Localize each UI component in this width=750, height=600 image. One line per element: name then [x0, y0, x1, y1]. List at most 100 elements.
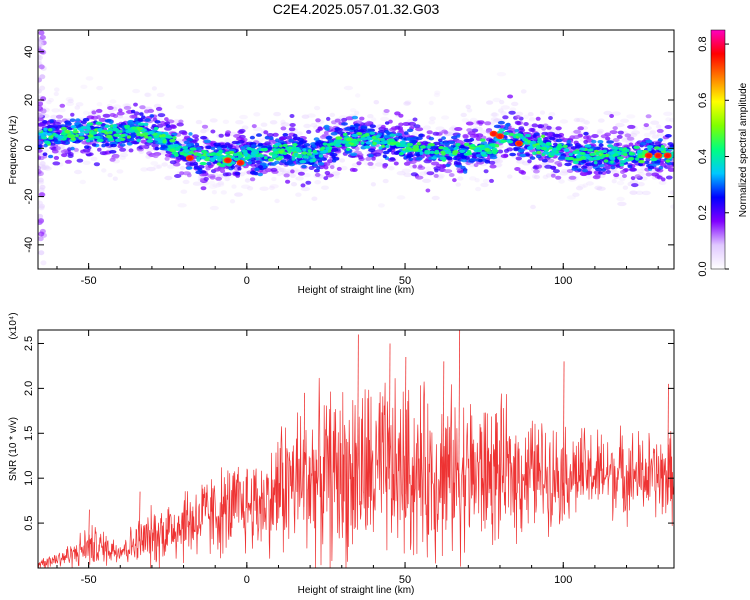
spectrogram-cell [404, 131, 409, 135]
spectrogram-cell [644, 160, 650, 165]
spectrogram-cell [290, 182, 298, 187]
spectrogram-cell [469, 158, 477, 162]
spectrogram-cell [329, 112, 336, 118]
spectrogram-cell [419, 151, 424, 155]
spectrogram-cell [377, 203, 385, 208]
spectrogram-cell [382, 178, 389, 184]
spectrogram-cell [53, 155, 60, 160]
spectrogram-cell [48, 154, 54, 159]
spectrogram-cell [639, 157, 644, 161]
spectrogram-cell [611, 111, 621, 116]
spectrogram-cell [594, 185, 603, 190]
spectrogram-cell [490, 117, 499, 122]
spectrogram-cell [650, 120, 660, 125]
spectrogram-cell [227, 144, 233, 149]
spectrogram-cell [274, 151, 280, 155]
spectrogram-cell [317, 162, 325, 166]
spectrogram-cell [307, 149, 312, 153]
spectrogram-cell [67, 152, 74, 157]
spectrogram-cell [398, 113, 404, 118]
spectrogram-cell [591, 134, 599, 138]
spectrogram-cell [220, 169, 226, 174]
spectrogram-cell [182, 146, 189, 150]
spectrogram-cell [478, 158, 483, 163]
spectrogram-cell [313, 137, 320, 141]
spectrogram-cell [238, 154, 242, 159]
colorbar-tick-label: 0.2 [697, 205, 709, 220]
spectrogram-cell [656, 175, 663, 180]
spectrogram-cell [271, 176, 277, 182]
spectrogram-cell [465, 151, 473, 156]
spectrogram-cell [574, 143, 581, 147]
spectrogram-cell [212, 183, 221, 188]
spectrogram-cell [85, 76, 94, 81]
spectrogram-cell [518, 133, 524, 138]
spectrogram-cell [542, 174, 549, 180]
spectrogram-edge-cell [38, 112, 44, 118]
spectrogram-cell [489, 178, 494, 183]
spectrogram-cell [431, 195, 440, 201]
spectrogram-cell [473, 163, 479, 168]
spectrogram-cell [272, 132, 279, 137]
spectrogram-cell [90, 156, 98, 161]
spectrogram-cell [62, 135, 68, 139]
spectrogram-cell [285, 146, 290, 151]
spectrogram-cell [585, 174, 592, 179]
spectrogram-peak [238, 160, 243, 165]
spectrogram-cell [523, 138, 529, 142]
spectrogram-cell [516, 121, 522, 126]
spectrogram-cell [156, 164, 163, 169]
spectrogram-cell [112, 127, 119, 132]
colorbar-tick-label: 0.0 [697, 261, 709, 276]
spectrogram-cell [552, 169, 560, 174]
spectrogram-cell [94, 135, 101, 140]
spectrogram-cell [201, 124, 209, 129]
spectrogram-cell [164, 134, 171, 138]
spectrogram-edge-cell [39, 34, 46, 40]
spectrogram-cell [612, 153, 619, 157]
spectrogram-cell [51, 108, 60, 113]
spectrogram-cell [629, 190, 637, 195]
spectrogram-cell [199, 161, 207, 166]
spectrogram-cell [172, 136, 177, 140]
spectrogram-cell [297, 171, 305, 176]
spectrogram-cell [411, 131, 418, 137]
spectrogram-cell [129, 114, 137, 119]
spectrogram-cell [439, 156, 447, 161]
spectrogram-cell [155, 106, 163, 111]
spectrogram-cell [441, 163, 447, 168]
spectrogram-cell [108, 130, 113, 135]
spectrogram-cell [452, 178, 457, 183]
spectrogram-cell [109, 157, 116, 162]
spectrogram-cell [650, 157, 658, 162]
spectrogram-cell [583, 131, 589, 136]
spectrogram-cell [42, 120, 48, 124]
spectrogram-cell [310, 154, 315, 158]
spectrogram-cell [300, 183, 306, 188]
spectrogram-cell [433, 92, 440, 98]
spectrogram-cell [470, 125, 478, 130]
spectrogram-cell [656, 132, 664, 137]
spectrogram-cell [400, 140, 407, 145]
spectrogram-cell [335, 140, 342, 144]
spectrogram-cell [139, 133, 146, 137]
spectrogram-cell [412, 164, 417, 169]
spectrogram-cell [259, 186, 269, 191]
spectrogram-cell [465, 121, 474, 126]
spectrogram-cell [351, 133, 359, 138]
spectrogram-cell [413, 145, 419, 149]
spectrogram-cell [605, 170, 611, 174]
spectrogram-cell [254, 171, 259, 176]
spectrogram-cell [470, 143, 476, 148]
spectrogram-cell [554, 129, 561, 135]
spectrogram-cell [211, 190, 217, 195]
spectrogram-cell [64, 129, 71, 134]
spectrogram-cell [303, 173, 311, 178]
spectrogram-cell [584, 144, 592, 148]
spectrogram-cell [314, 105, 321, 111]
spectrogram-cell [253, 112, 261, 117]
spectrogram-cell [272, 153, 278, 158]
spectrogram-cell [531, 123, 538, 128]
spectrogram-cell [546, 125, 552, 130]
spectrogram-cell [428, 120, 436, 125]
